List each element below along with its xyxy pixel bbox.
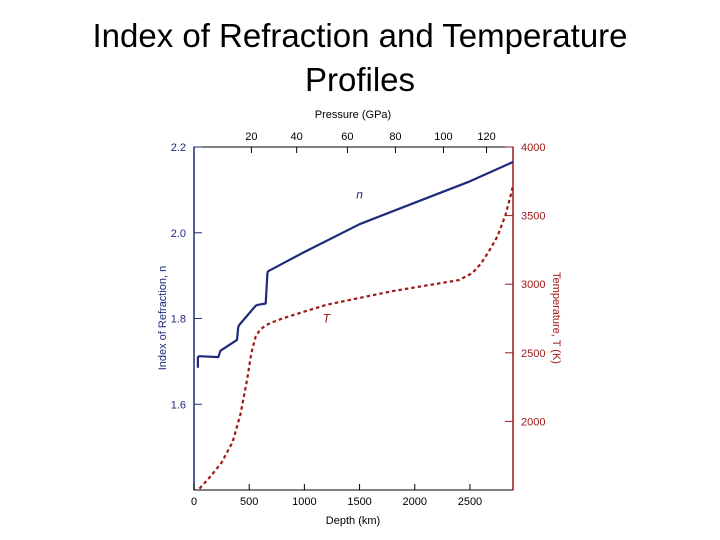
refraction-tick-label: 1.8 [171, 314, 186, 326]
pressure-axis-title: Pressure (GPa) [315, 109, 391, 121]
pressure-tick-label: 60 [341, 131, 353, 143]
refraction-tick-label: 2.0 [171, 228, 186, 240]
depth-tick-label: 2000 [403, 496, 427, 508]
slide-title-line-1: Index of Refraction and Temperature [92, 17, 628, 54]
depth-tick-label: 2500 [458, 496, 482, 508]
refraction-tick-label: 2.2 [171, 142, 186, 154]
series-line-t [198, 185, 515, 490]
temperature-tick-label: 3000 [521, 279, 545, 291]
temperature-tick-label: 2500 [521, 348, 545, 360]
pressure-tick-label: 40 [291, 131, 303, 143]
pressure-tick-label: 120 [477, 131, 495, 143]
refraction-axis-title: Index of Refraction, n [157, 266, 169, 371]
depth-axis-title: Depth (km) [326, 515, 380, 527]
temperature-tick-label: 2000 [521, 416, 545, 428]
refraction-tick-label: 1.6 [171, 399, 186, 411]
series-annotation-t: T [323, 312, 332, 326]
pressure-tick-label: 100 [434, 131, 452, 143]
refraction-axis: 1.6 1.8 2.0 2.2 [171, 142, 202, 411]
depth-tick-label: 1000 [292, 496, 316, 508]
depth-tick-label: 0 [191, 496, 197, 508]
plot-frame [193, 146, 514, 491]
pressure-tick-label: 80 [389, 131, 401, 143]
pressure-axis: 20 40 60 80 100 120 [245, 131, 496, 153]
temperature-tick-label: 3500 [521, 211, 545, 223]
temperature-axis-title: Temperature, T (K) [550, 272, 562, 364]
depth-tick-label: 500 [240, 496, 258, 508]
temperature-axis: 2000 2500 3000 3500 4000 [505, 142, 545, 428]
temperature-tick-label: 4000 [521, 142, 545, 154]
slide-title: Index of Refraction and Temperature Prof… [0, 14, 720, 102]
annotation-layer: nT [323, 187, 363, 325]
pressure-tick-label: 20 [245, 131, 257, 143]
depth-axis: 0 500 1000 1500 2000 2500 [191, 484, 482, 508]
series-line-n [196, 160, 514, 368]
series-annotation-n: n [356, 187, 363, 201]
depth-tick-label: 1500 [347, 496, 371, 508]
slide-title-line-2: Profiles [304, 61, 416, 98]
series-layer [196, 160, 515, 490]
